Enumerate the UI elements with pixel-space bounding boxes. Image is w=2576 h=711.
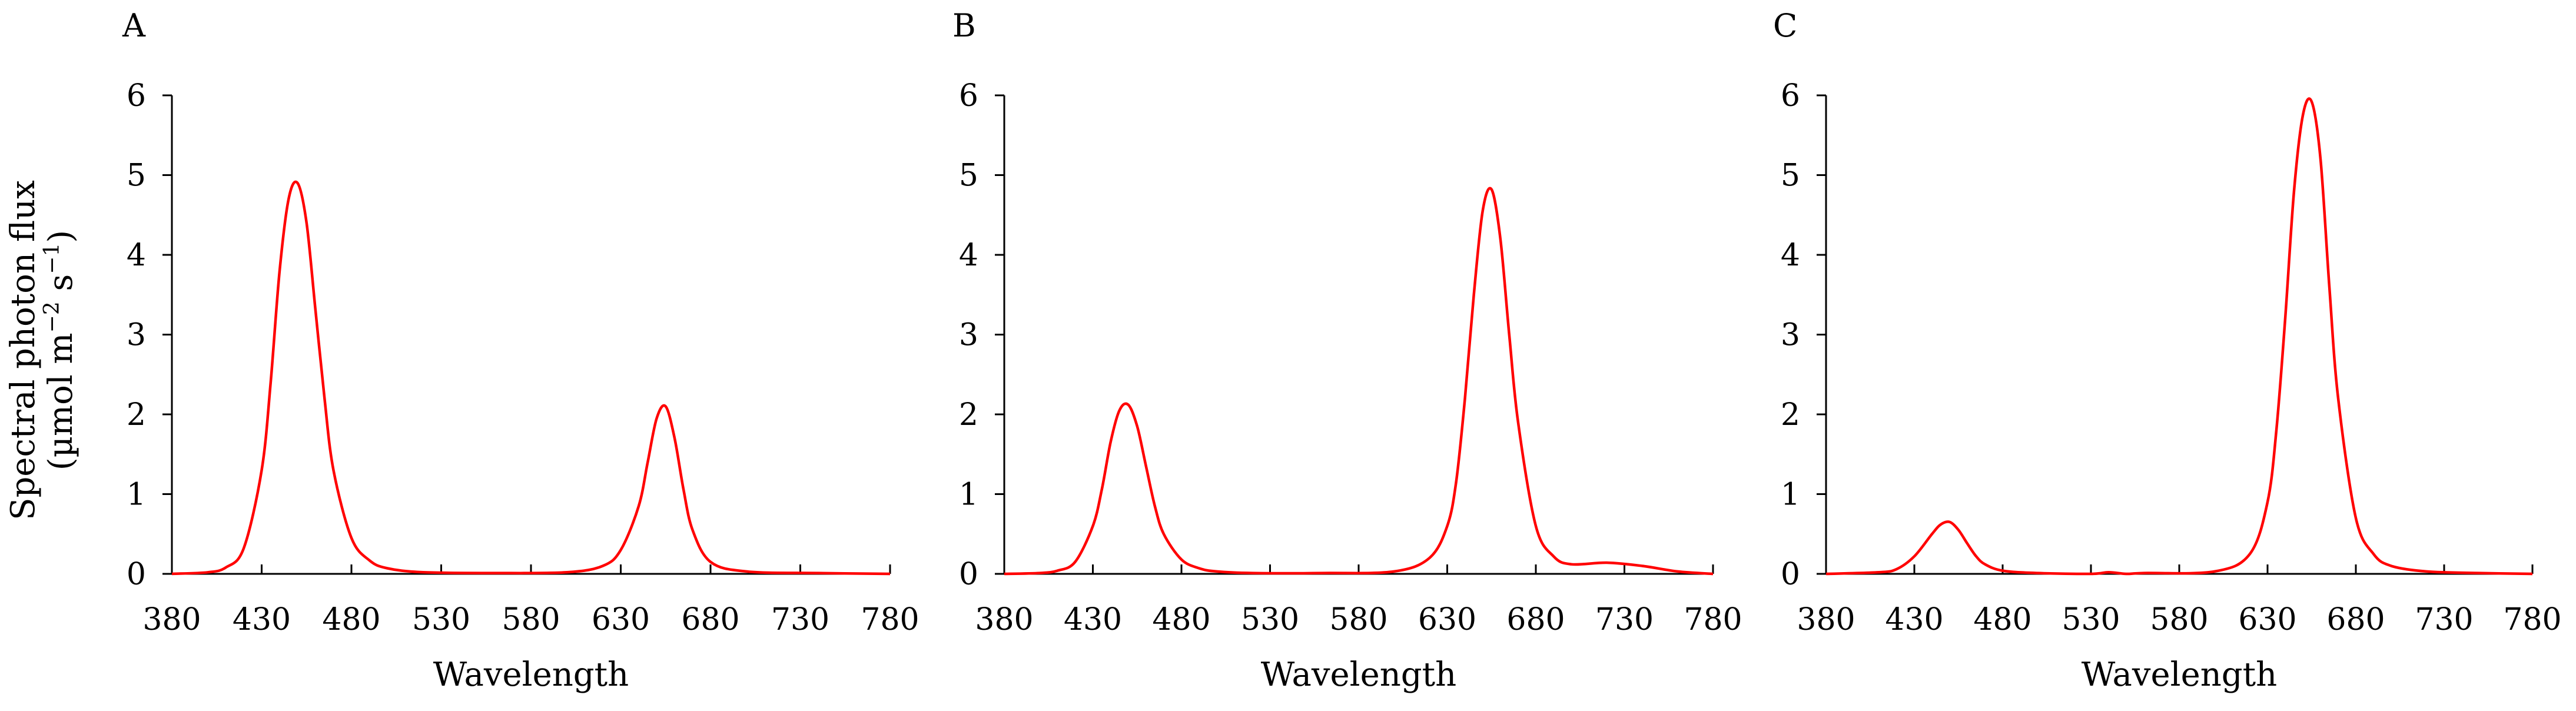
x-tick-label: 680 <box>681 602 739 637</box>
x-axis-title: Wavelength <box>433 656 629 694</box>
y-tick-label: 0 <box>127 557 146 592</box>
y-tick-label: 6 <box>1781 78 1800 114</box>
y-axis-unit-mid: s <box>42 274 80 302</box>
chart-panel-c: C 0 1 2 3 4 5 6 380 430 480 530 580 630 680 730 780 Wavel… <box>1773 7 2562 694</box>
x-axis-title: Wavelength <box>1261 656 1456 694</box>
x-tick-label: 630 <box>1418 602 1476 637</box>
y-tick-label: 3 <box>959 318 978 353</box>
x-tick-label: 630 <box>2238 602 2296 637</box>
y-tick-label: 5 <box>959 158 978 194</box>
x-tick-label: 730 <box>771 602 829 637</box>
x-tick-label: 730 <box>1595 602 1654 637</box>
x-axis-title: Wavelength <box>2082 656 2277 694</box>
x-tick-label: 430 <box>1885 602 1943 637</box>
y-tick-label: 2 <box>959 397 978 433</box>
panel-letter: A <box>122 7 146 44</box>
chart-panel-b: B 0 1 2 3 4 5 6 380 430 480 530 580 630 680 730 780 Wavel… <box>952 7 1742 694</box>
y-tick-label: 3 <box>1781 318 1800 353</box>
y-tick-label: 3 <box>127 318 146 353</box>
y-tick-label: 1 <box>127 477 146 513</box>
panel-letter: B <box>952 7 976 44</box>
x-tick-label: 580 <box>2150 602 2208 637</box>
x-tick-label: 580 <box>502 602 560 637</box>
y-tick-label: 2 <box>1781 397 1800 433</box>
y-tick-label: 6 <box>127 78 146 114</box>
chart-panel-a: A 0 1 2 3 4 5 6 380 430 480 530 580 630 680 730 780 Wavel… <box>122 7 919 694</box>
y-axis-unit-suffix: ) <box>42 230 80 243</box>
y-axis-unit-sup1: −2 <box>40 301 64 333</box>
x-tick-label: 780 <box>2503 602 2561 637</box>
y-tick-label: 0 <box>959 557 978 592</box>
y-tick-label: 2 <box>127 397 146 433</box>
x-tick-label: 480 <box>1152 602 1210 637</box>
y-axis-unit-sup2: −1 <box>40 243 64 274</box>
y-axis-title-line2: (µmol m−2 s−1) <box>40 230 80 470</box>
y-tick-label: 4 <box>959 238 978 273</box>
y-axis-title-line1: Spectral photon flux <box>4 180 42 520</box>
x-tick-label: 530 <box>2062 602 2120 637</box>
y-tick-label: 4 <box>1781 238 1800 273</box>
x-tick-label: 530 <box>412 602 470 637</box>
x-tick-label: 480 <box>1973 602 2031 637</box>
x-tick-label: 480 <box>322 602 380 637</box>
x-tick-label: 430 <box>1064 602 1122 637</box>
y-axis-title: Spectral photon flux (µmol m−2 s−1) <box>4 180 80 520</box>
x-tick-label: 530 <box>1241 602 1299 637</box>
y-tick-label: 4 <box>127 238 146 273</box>
x-tick-label: 380 <box>142 602 201 637</box>
y-tick-label: 0 <box>1781 557 1800 592</box>
y-tick-label: 5 <box>127 158 146 194</box>
y-tick-label: 5 <box>1781 158 1800 194</box>
x-tick-label: 680 <box>2326 602 2385 637</box>
series-line <box>171 180 891 576</box>
x-tick-label: 430 <box>233 602 291 637</box>
panel-letter: C <box>1773 7 1797 44</box>
x-tick-label: 380 <box>975 602 1033 637</box>
x-tick-label: 680 <box>1506 602 1565 637</box>
y-tick-label: 1 <box>1781 477 1800 513</box>
x-tick-label: 780 <box>861 602 919 637</box>
x-tick-label: 630 <box>592 602 650 637</box>
x-tick-label: 380 <box>1797 602 1855 637</box>
y-tick-label: 6 <box>959 78 978 114</box>
series-line <box>1004 187 1714 576</box>
x-tick-label: 730 <box>2415 602 2473 637</box>
y-tick-label: 1 <box>959 477 978 513</box>
y-axis-unit-prefix: (µmol m <box>42 333 80 470</box>
x-tick-label: 580 <box>1329 602 1387 637</box>
x-tick-label: 780 <box>1684 602 1742 637</box>
series-line <box>1825 97 2533 576</box>
